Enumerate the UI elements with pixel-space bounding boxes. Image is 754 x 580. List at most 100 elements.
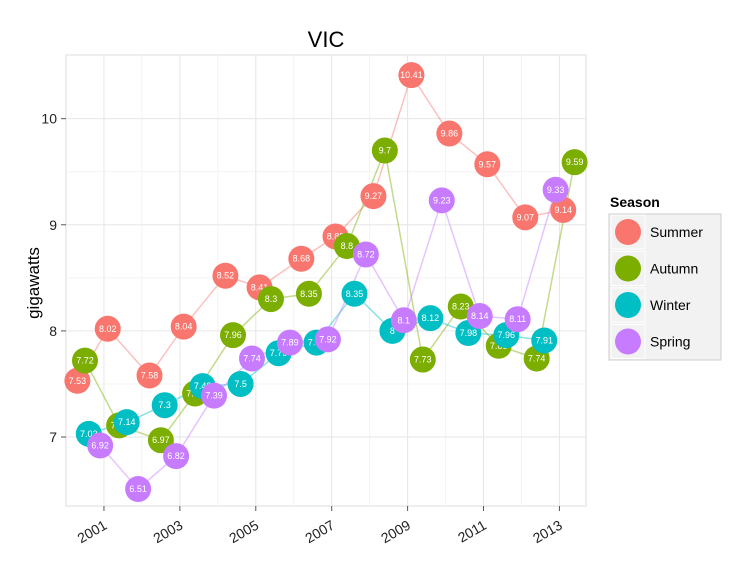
point-marker <box>409 346 436 373</box>
point-label: 7.74 <box>243 353 261 363</box>
data-point-spring: 8.14 <box>466 303 493 330</box>
y-tick-label: 7 <box>49 429 57 445</box>
point-label: 8.1 <box>398 315 411 325</box>
point-marker <box>371 137 398 164</box>
point-label: 6.92 <box>91 441 109 451</box>
point-marker <box>227 370 254 397</box>
data-point-summer: 7.53 <box>64 367 91 394</box>
data-point-spring: 7.74 <box>238 345 265 372</box>
point-label: 9.7 <box>379 146 392 156</box>
data-point-spring: 8.72 <box>352 241 379 268</box>
point-label: 8.68 <box>293 254 311 264</box>
data-point-winter: 7.91 <box>531 327 558 354</box>
point-marker <box>542 176 569 203</box>
point-label: 7.79 <box>270 348 288 358</box>
chart-title: VIC <box>308 27 345 52</box>
data-point-summer: 9.57 <box>474 151 501 178</box>
point-label: 8.35 <box>300 289 318 299</box>
data-point-summer: 10.41 <box>398 62 425 89</box>
point-label: 6.51 <box>129 484 147 494</box>
y-tick-label: 9 <box>49 217 57 233</box>
point-label: 7.53 <box>69 376 87 386</box>
data-point-summer: 9.07 <box>512 204 539 231</box>
point-marker <box>94 315 121 342</box>
data-point-spring: 7.39 <box>201 382 228 409</box>
point-label: 8.04 <box>175 322 193 332</box>
legend-marker <box>615 328 641 355</box>
point-label: 8.35 <box>346 289 364 299</box>
data-point-autumn: 7.72 <box>71 347 98 374</box>
point-label: 7.58 <box>141 370 159 380</box>
point-label: 7.72 <box>76 356 94 366</box>
data-point-spring: 9.23 <box>428 187 455 214</box>
y-axis-label: gigawatts <box>24 247 43 319</box>
data-point-summer: 8.68 <box>288 245 315 272</box>
legend-marker <box>615 255 641 282</box>
data-point-spring: 7.89 <box>276 329 303 356</box>
point-marker <box>531 327 558 354</box>
data-point-spring: 6.51 <box>125 476 152 503</box>
data-point-winter: 8.35 <box>341 280 368 307</box>
point-label: 8.8 <box>341 241 354 251</box>
point-label: 9.07 <box>517 212 535 222</box>
data-point-spring: 6.82 <box>163 443 190 470</box>
point-label: 7.89 <box>281 338 299 348</box>
data-point-spring: 6.92 <box>87 432 114 459</box>
data-point-autumn: 7.96 <box>220 322 247 349</box>
point-label: 8 <box>390 326 395 336</box>
point-marker <box>466 303 493 330</box>
point-marker <box>257 286 284 313</box>
point-label: 8.23 <box>452 301 470 311</box>
data-points: 7.538.027.588.048.528.418.688.899.2710.4… <box>64 62 588 503</box>
data-point-winter: 7.14 <box>113 409 140 436</box>
point-marker <box>561 149 588 176</box>
point-label: 7.73 <box>414 355 432 365</box>
legend-item-summer: Summer <box>610 214 703 250</box>
y-tick-label: 8 <box>49 323 57 339</box>
point-marker <box>398 62 425 89</box>
point-marker <box>428 187 455 214</box>
point-label: 8.41 <box>251 282 269 292</box>
legend-label: Summer <box>650 224 703 240</box>
data-point-autumn: 7.73 <box>409 346 436 373</box>
point-label: 9.14 <box>554 205 572 215</box>
data-point-spring: 7.92 <box>314 326 341 353</box>
point-marker <box>71 347 98 374</box>
point-marker <box>550 196 577 223</box>
legend-item-autumn: Autumn <box>610 251 698 286</box>
point-label: 7.98 <box>460 328 478 338</box>
point-marker <box>417 305 444 332</box>
data-point-autumn: 8.3 <box>257 286 284 313</box>
data-point-spring: 9.33 <box>542 176 569 203</box>
legend-marker <box>615 292 641 318</box>
point-label: 8.72 <box>357 250 375 260</box>
point-label: 7.92 <box>319 334 337 344</box>
point-label: 7.48 <box>194 381 212 391</box>
point-label: 6.97 <box>152 435 170 445</box>
legend-label: Spring <box>650 334 690 350</box>
point-label: 10.41 <box>400 70 423 80</box>
point-marker <box>170 313 197 340</box>
point-marker <box>504 306 531 333</box>
data-point-summer: 9.27 <box>360 183 387 210</box>
legend-item-winter: Winter <box>610 287 691 323</box>
point-marker <box>64 367 91 394</box>
point-label: 6.82 <box>167 451 185 461</box>
point-label: 8.11 <box>509 314 526 324</box>
point-label: 9.33 <box>547 185 565 195</box>
point-label: 7.03 <box>80 429 98 439</box>
data-point-summer: 9.14 <box>550 196 577 223</box>
data-point-spring: 8.1 <box>390 307 417 334</box>
data-point-summer: 8.52 <box>212 262 239 289</box>
point-marker <box>390 307 417 334</box>
point-label: 8.89 <box>327 231 345 241</box>
point-label: 7.86 <box>490 341 508 351</box>
point-label: 8.12 <box>422 313 440 323</box>
point-marker <box>436 120 463 147</box>
point-marker <box>151 392 178 419</box>
legend-item-spring: Spring <box>610 324 690 359</box>
point-marker <box>136 362 163 389</box>
point-marker <box>295 280 322 307</box>
point-marker <box>87 432 114 459</box>
point-label: 7.3 <box>158 400 171 410</box>
